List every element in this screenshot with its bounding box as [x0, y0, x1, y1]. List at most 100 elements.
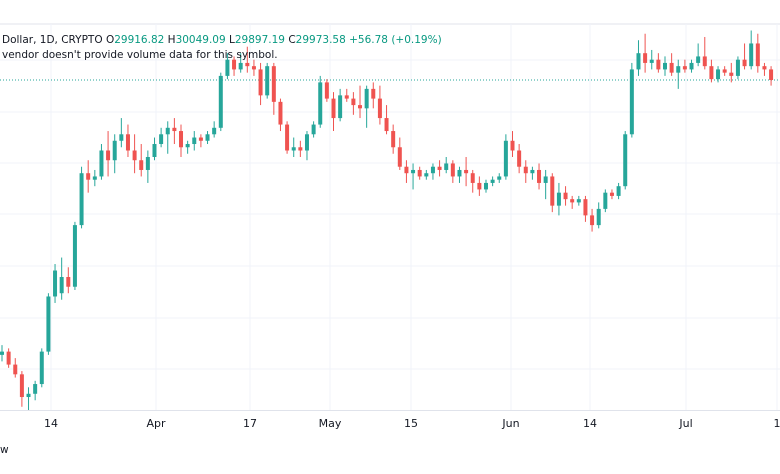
candle-body — [749, 43, 753, 66]
candle-body — [7, 352, 11, 365]
x-tick-label: 17 — [243, 417, 257, 430]
candle-body — [119, 134, 123, 140]
candle-body — [696, 56, 700, 62]
candle-body — [40, 352, 44, 384]
volume-notice: vendor doesn't provide volume data for t… — [2, 49, 278, 61]
candle-body — [537, 170, 541, 183]
candle-body — [278, 102, 282, 125]
candle-body — [338, 95, 342, 118]
candle-body — [73, 225, 77, 287]
candle-body — [729, 73, 733, 76]
candle-body — [80, 173, 84, 225]
candle-body — [212, 128, 216, 134]
candle-body — [663, 63, 667, 69]
candle-body — [192, 138, 196, 144]
candle-body — [670, 63, 674, 73]
candle-body — [365, 89, 369, 108]
candle-body — [723, 69, 727, 72]
footer-fragment: w — [0, 444, 9, 456]
candle-body — [27, 394, 31, 397]
candle-body — [590, 215, 594, 225]
candle-body — [736, 60, 740, 76]
candle-body — [491, 180, 495, 183]
candle-body — [570, 199, 574, 202]
candle-body — [762, 66, 766, 69]
candle-body — [424, 173, 428, 176]
candle-body — [305, 134, 309, 150]
candle-body — [650, 60, 654, 63]
candle-body — [252, 66, 256, 69]
candle-body — [517, 151, 521, 167]
open-label: O — [106, 34, 114, 46]
ohlc-legend: Dollar, 1D, CRYPTO O29916.82 H30049.09 L… — [2, 33, 442, 48]
candle-body — [358, 105, 362, 108]
candle-body — [199, 138, 203, 141]
candle-body — [312, 125, 316, 135]
candle-body — [113, 141, 117, 160]
close-label: C — [288, 34, 295, 46]
candle-body — [20, 374, 24, 397]
candle-body — [656, 60, 660, 70]
candle-body — [597, 209, 601, 225]
candle-body — [676, 66, 680, 72]
x-tick-label: 1 — [774, 417, 780, 430]
candle-body — [438, 167, 442, 170]
high-label: H — [168, 34, 176, 46]
candle-body — [643, 53, 647, 63]
candle-body — [391, 131, 395, 147]
candle-body — [457, 170, 461, 176]
candle-body — [511, 141, 515, 151]
x-tick-label: Jul — [678, 417, 692, 430]
candle-body — [60, 277, 64, 293]
candle-body — [351, 99, 355, 105]
candle-body — [206, 134, 210, 140]
candle-body — [504, 141, 508, 177]
candle-body — [411, 170, 415, 173]
close-value: 29973.58 — [296, 34, 346, 46]
candle-body — [577, 199, 581, 202]
candle-body — [444, 163, 448, 169]
x-tick-label: Apr — [146, 417, 166, 430]
candle-body — [292, 147, 296, 150]
candle-body — [431, 167, 435, 173]
symbol-label: Dollar, 1D, CRYPTO — [2, 34, 103, 46]
candle-body — [371, 89, 375, 99]
candle-body — [159, 134, 163, 144]
candle-body — [272, 66, 276, 102]
candle-body — [769, 69, 773, 80]
candle-body — [285, 125, 289, 151]
candle-body — [398, 147, 402, 166]
candle-body — [126, 134, 130, 150]
low-group: L29897.19 — [229, 34, 285, 46]
candle-body — [179, 131, 183, 147]
candle-body — [378, 99, 382, 118]
candle-body — [716, 69, 720, 79]
candle-body — [152, 144, 156, 157]
candle-body — [583, 199, 587, 215]
x-tick-label: 14 — [583, 417, 597, 430]
candle-body — [418, 170, 422, 176]
candle-body — [86, 173, 90, 179]
candle-body — [404, 167, 408, 173]
candle-body — [245, 63, 249, 66]
open-value: 29916.82 — [114, 34, 164, 46]
candle-body — [550, 176, 554, 205]
candle-body — [451, 163, 455, 176]
candle-body — [186, 144, 190, 147]
candle-body — [0, 352, 4, 355]
candle-body — [93, 176, 97, 179]
candle-body — [146, 157, 150, 170]
candle-body — [603, 193, 607, 209]
candle-body — [265, 66, 269, 95]
candle-body — [166, 128, 170, 134]
candle-body — [225, 60, 229, 76]
change-value: +56.78 (+0.19%) — [349, 34, 442, 46]
x-tick-label: 15 — [404, 417, 418, 430]
candle-body — [497, 176, 501, 179]
x-tick-label: Jun — [501, 417, 519, 430]
candle-body — [544, 176, 548, 182]
candle-body — [623, 134, 627, 186]
candle-body — [524, 167, 528, 173]
